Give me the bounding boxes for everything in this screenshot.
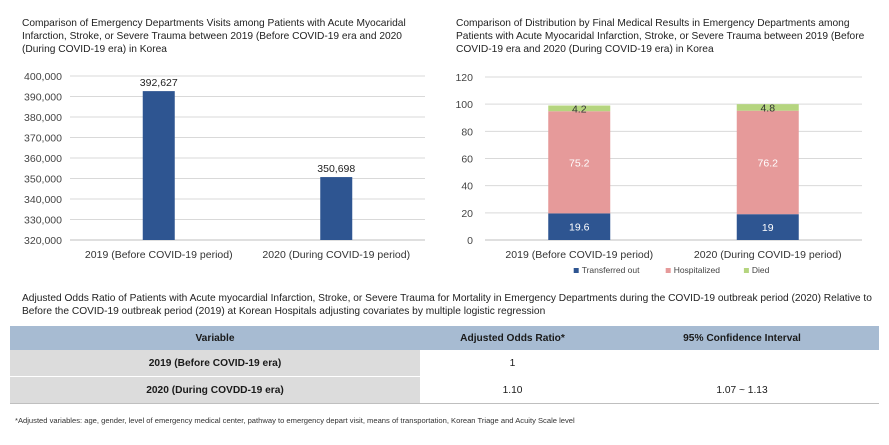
bar-segment (548, 105, 611, 112)
data-label: 19 (762, 222, 774, 234)
footnote: *Adjusted variables: age, gender, level … (15, 416, 575, 425)
legend-label: Hospitalized (674, 265, 721, 275)
x-tick-label: 2019 (Before COVID-19 period) (505, 249, 653, 261)
y-tick-label: 320,000 (24, 235, 62, 247)
y-tick-label: 390,000 (24, 92, 62, 104)
charts-canvas: 320,000 330,000 340,000 350,000 360,000 370,0… (24, 71, 862, 275)
y-tick-label: 120 (455, 72, 473, 84)
row-odds-ratio-cell: 1 (420, 350, 605, 377)
data-label: 350,698 (317, 163, 355, 175)
data-label: 75.2 (569, 157, 590, 169)
data-label: 19.6 (569, 222, 590, 234)
data-label: 4.8 (760, 102, 775, 114)
legend-swatch (665, 268, 671, 273)
y-tick-label: 400,000 (24, 71, 62, 83)
y-tick-label: 40 (461, 181, 473, 193)
bar-segment (736, 110, 799, 215)
bar (142, 91, 175, 240)
y-tick-label: 330,000 (24, 215, 62, 227)
left-chart-title: Comparison of Emergency Departments Visi… (22, 18, 406, 55)
bar (320, 177, 353, 240)
y-tick-label: 80 (461, 126, 473, 138)
x-tick-label: 2020 (During COVID-19 period) (694, 249, 842, 261)
legend-label: Died (752, 265, 770, 275)
y-tick-label: 350,000 (24, 174, 62, 186)
x-tick-label: 2020 (During COVID-19 period) (262, 249, 410, 261)
y-tick-label: 340,000 (24, 194, 62, 206)
table-header-row: Variable Adjusted Odds Ratio* 95% Confid… (10, 326, 879, 350)
header-odds-ratio: Adjusted Odds Ratio* (420, 326, 605, 350)
y-tick-label: 100 (455, 99, 473, 111)
bar-segment (548, 213, 611, 240)
row-variable-cell: 2020 (During COVDD-19 era) (10, 376, 420, 404)
odds-ratio-table: Variable Adjusted Odds Ratio* 95% Confid… (10, 326, 879, 404)
bar-segment (736, 214, 799, 240)
x-tick-label: 2019 (Before COVID-19 period) (85, 249, 233, 261)
data-label: 392,627 (140, 77, 178, 89)
legend-swatch (743, 268, 749, 273)
legend-label: Transferred out (582, 265, 640, 275)
row-variable-cell: 2019 (Before COVID-19 era) (10, 350, 420, 377)
table-caption: Adjusted Odds Ratio of Patients with Acu… (22, 293, 872, 317)
header-variable: Variable (10, 326, 420, 350)
table-row: 2020 (During COVDD-19 era) 1.10 1.07 ~ 1… (10, 376, 879, 404)
right-chart-title: Comparison of Distribution by Final Medi… (456, 18, 865, 55)
row-odds-ratio-cell: 1.10 (420, 376, 605, 404)
data-label: 4.2 (572, 103, 587, 115)
bar-segment (548, 111, 611, 214)
legend-swatch (573, 268, 579, 273)
table-row: 2019 (Before COVID-19 era) 1 (10, 350, 879, 377)
y-tick-label: 0 (467, 235, 473, 247)
row-confidence-interval-cell (605, 350, 879, 377)
y-tick-label: 60 (461, 154, 473, 166)
y-tick-label: 20 (461, 208, 473, 220)
y-tick-label: 370,000 (24, 133, 62, 145)
bar-segment (736, 104, 799, 111)
y-tick-label: 380,000 (24, 112, 62, 124)
header-confidence-interval: 95% Confidence Interval (605, 326, 879, 350)
y-tick-label: 360,000 (24, 153, 62, 165)
row-confidence-interval-cell: 1.07 ~ 1.13 (605, 376, 879, 404)
data-label: 76.2 (758, 157, 779, 169)
